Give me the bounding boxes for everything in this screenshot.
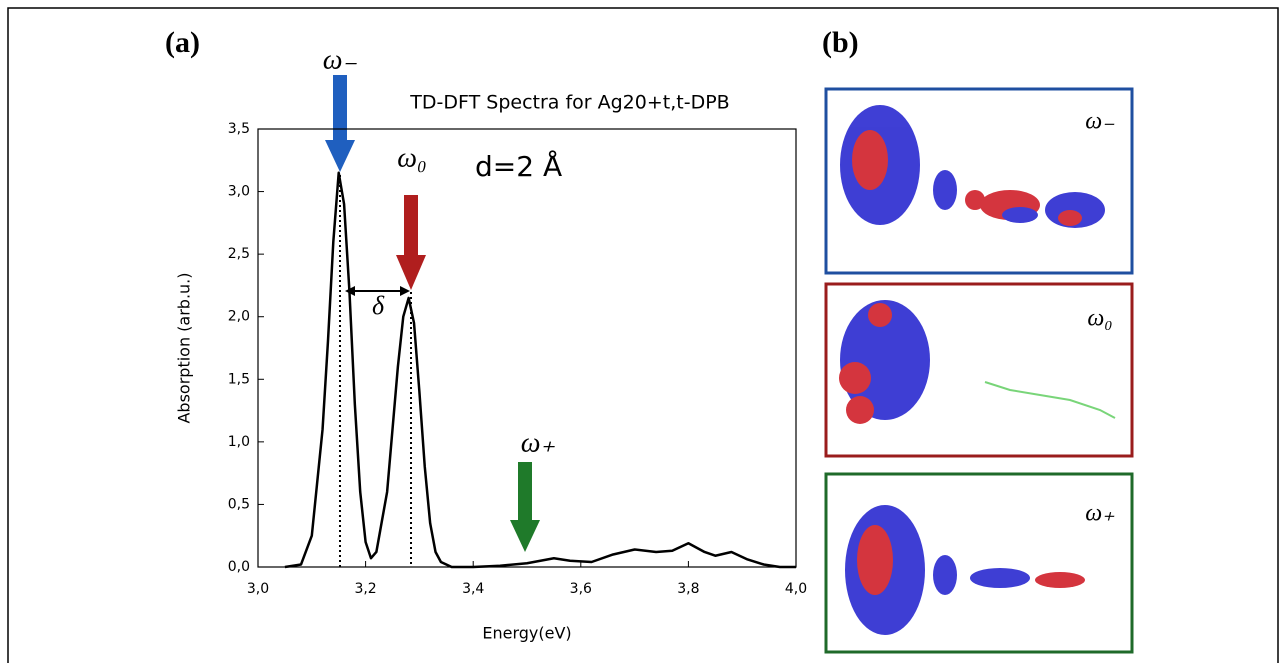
x-axis-label: Energy(eV) [482, 624, 571, 643]
x-tick-label: 3,2 [354, 581, 376, 597]
chart-title: TD-DFT Spectra for Ag20+t,t-DPB [409, 92, 729, 114]
panel-title: ω₋ [1085, 109, 1115, 135]
y-tick-label: 3,0 [228, 184, 250, 200]
annotation: δ [372, 291, 385, 320]
annotation: d=2 Å [475, 149, 562, 183]
panel-b: ω₋ ω₀ ω₊ [826, 89, 1132, 652]
annotation: ω₀ [397, 142, 427, 173]
panel-title: ω₊ [1085, 501, 1115, 527]
x-tick-label: 4,0 [785, 581, 807, 597]
annotation: ω₊ [521, 427, 556, 458]
panel-label: (b) [822, 26, 859, 59]
y-tick-label: 1,5 [228, 371, 250, 387]
x-tick-label: 3,8 [677, 581, 699, 597]
annotation: ω₋ [323, 44, 358, 75]
y-axis-label: Absorption (arb.u.) [175, 272, 194, 423]
x-tick-label: 3,0 [247, 581, 269, 597]
y-tick-label: 1,0 [228, 434, 250, 450]
x-tick-label: 3,6 [570, 581, 592, 597]
spectrum-line [285, 173, 796, 567]
panel-label: (a) [165, 26, 200, 59]
y-tick-label: 2,5 [228, 246, 250, 262]
y-tick-label: 3,5 [228, 121, 250, 137]
figure: (a) (b) TD-DFT Spectra for Ag20+t,t-DPB … [0, 0, 1286, 663]
y-tick-label: 0,5 [228, 496, 250, 512]
x-tick-label: 3,4 [462, 581, 484, 597]
arrows [325, 75, 540, 567]
y-tick-label: 2,0 [228, 309, 250, 325]
panel-title: ω₀ [1087, 306, 1112, 332]
y-tick-label: 0,0 [228, 559, 250, 575]
